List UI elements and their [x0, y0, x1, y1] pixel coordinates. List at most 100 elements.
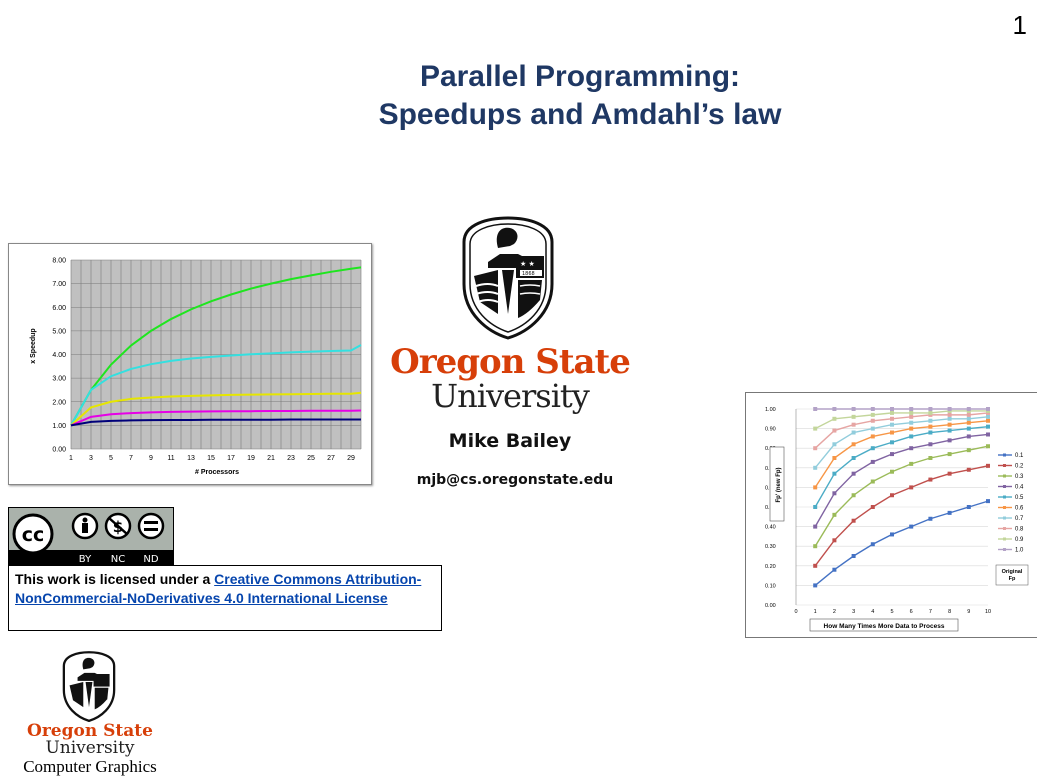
fp-point [813, 524, 818, 529]
license-link[interactable]: Creative Commons Attribution-NonCommerci… [15, 571, 422, 606]
fp-point [947, 422, 952, 427]
fp-point [851, 554, 856, 558]
x-tick-label: 2 [833, 609, 836, 615]
y-tick-label: 1.00 [765, 407, 776, 413]
fp-point [966, 505, 971, 509]
legend-label: 0.5 [1015, 495, 1024, 501]
fp-point [986, 499, 990, 504]
fp-point [832, 428, 837, 433]
fp-point [909, 414, 914, 419]
fp-point [928, 516, 933, 521]
speedup-chart-svg: 0.001.002.003.004.005.006.007.008.001 3 5 7… [30, 258, 362, 476]
fp-point [947, 510, 952, 515]
fp-point [851, 456, 856, 460]
speedup-series-3 [70, 409, 362, 427]
fp-point [832, 456, 837, 460]
fp-point [832, 471, 837, 476]
fp-point [890, 452, 894, 457]
y-tick-label: 0.40 [765, 525, 776, 531]
fp-chart: 0.000.100.200.300.400.500.600.700.800.90… [745, 392, 1037, 638]
y-tick-label: 0.90 [765, 427, 776, 433]
fp-series-0.9 [814, 410, 988, 430]
fp-point [947, 438, 952, 443]
fp-point [909, 485, 914, 490]
fp-point [870, 412, 875, 417]
legend-label: 0.1 [1015, 453, 1024, 459]
fp-point [909, 434, 914, 439]
speedup-series-4 [70, 418, 361, 427]
speedup-chart-grid [70, 259, 362, 450]
cc-license-badge: cc $ BY NC ND [8, 507, 174, 567]
fp-point [870, 434, 875, 439]
fp-point [890, 493, 894, 498]
x-tick-label: 9 [967, 609, 970, 615]
svg-text:★ ★: ★ ★ [520, 260, 535, 268]
fp-point [909, 420, 914, 425]
fp-point [947, 416, 952, 421]
speedup-chart-ticks: 0.001.002.003.004.005.006.007.008.001 3 5 7… [52, 258, 355, 463]
speedup-series-0 [70, 266, 362, 426]
fp-point [966, 434, 971, 439]
fp-point [890, 407, 894, 411]
fp-point [890, 422, 894, 427]
fp-point [832, 512, 837, 517]
legend-title: Original [1002, 569, 1023, 575]
legend-label: 0.8 [1015, 527, 1024, 533]
fp-point [851, 407, 856, 411]
fp-chart-lines [813, 407, 990, 588]
nd-icon [137, 512, 165, 540]
legend-label: 0.2 [1015, 464, 1024, 470]
fp-series-0.5 [814, 425, 989, 508]
x-tick-label: 3 [89, 455, 93, 462]
fp-point [966, 467, 971, 472]
fp-point [986, 414, 990, 419]
x-tick-label: 7 [929, 609, 932, 615]
legend-label: 1.0 [1015, 548, 1024, 554]
fp-point [890, 440, 894, 445]
fp-point [947, 471, 952, 476]
fp-point [947, 412, 952, 417]
x-tick-label: 10 [985, 609, 991, 615]
fp-point [928, 410, 933, 415]
title-line-1: Parallel Programming: [419, 60, 741, 93]
title-line-2: Speedups and Amdahl’s law [378, 98, 782, 131]
legend-label: 0.4 [1015, 485, 1024, 491]
fp-point [909, 461, 914, 466]
x-tick-label: 5 [890, 609, 893, 615]
fp-point [870, 505, 875, 509]
footer-wordmark-line-2: University [45, 738, 135, 758]
x-tick-label: 13 [187, 455, 195, 462]
footer-department: Computer Graphics [23, 757, 157, 776]
fp-point [813, 583, 818, 588]
speedup-chart-xlabel: # Processors [195, 469, 239, 476]
fp-point [870, 459, 875, 464]
x-tick-label: 23 [287, 455, 295, 462]
fp-point [966, 426, 971, 431]
y-tick-label: 7.00 [52, 281, 66, 288]
fp-series-0.6 [814, 420, 989, 488]
fp-point [928, 418, 933, 423]
badge-label-nc: NC [111, 554, 125, 565]
fp-point [909, 410, 914, 415]
fp-point [870, 418, 875, 423]
fp-point [986, 418, 990, 423]
fp-point [890, 532, 894, 537]
x-tick-label: 1 [814, 609, 817, 615]
x-tick-label: 5 [109, 455, 113, 462]
fp-point [813, 505, 818, 509]
fp-point [909, 446, 914, 451]
y-tick-label: 3.00 [52, 376, 66, 383]
fp-point [909, 426, 914, 431]
x-tick-label: 27 [327, 455, 335, 462]
fp-point [851, 422, 856, 427]
fp-series-0.8 [814, 412, 989, 449]
badge-label-by: BY [79, 554, 92, 565]
x-tick-label: 17 [227, 455, 235, 462]
fp-point [851, 493, 856, 498]
x-tick-label: 29 [347, 455, 355, 462]
fp-point [890, 430, 894, 435]
fp-point [813, 485, 818, 490]
fp-point [870, 426, 875, 431]
y-tick-label: 8.00 [52, 258, 66, 265]
cc-icon [12, 513, 54, 555]
